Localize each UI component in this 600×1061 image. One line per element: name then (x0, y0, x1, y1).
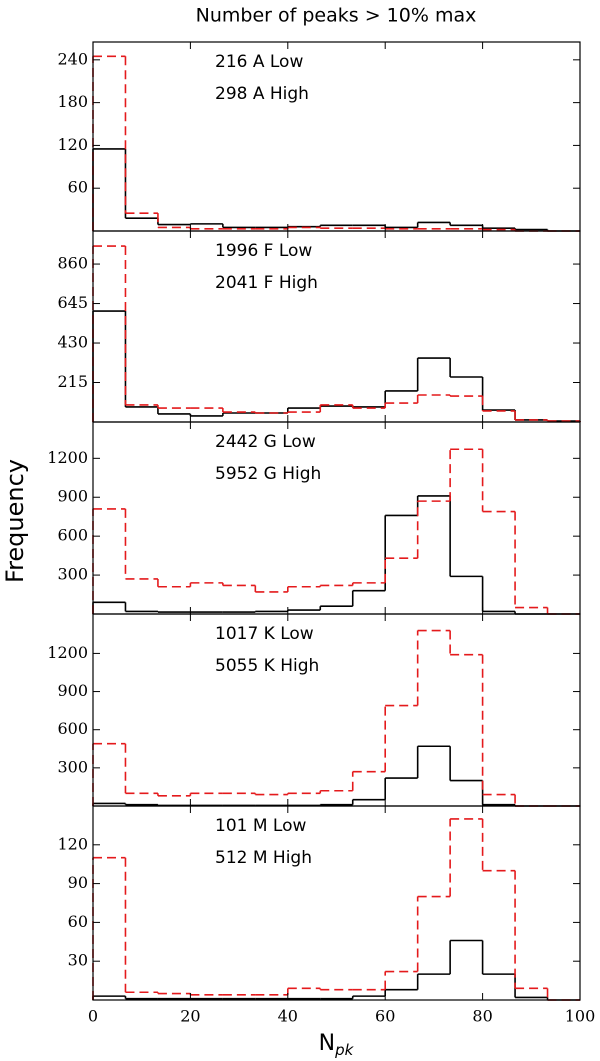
y-tick-label: 645 (57, 293, 88, 312)
panel-frame (92, 230, 581, 423)
series-label: 5952 G High (215, 464, 321, 484)
x-tick-label: 60 (375, 1007, 395, 1026)
x-axis-label-text: N (319, 1031, 335, 1056)
series-label: 1996 F Low (215, 241, 312, 261)
y-tick-label: 90 (68, 873, 88, 892)
x-tick-label: 100 (565, 1007, 596, 1026)
y-axis-label: Frequency (1, 459, 29, 583)
chart-title: Number of peaks > 10% max (196, 5, 477, 27)
y-tick-label: 600 (57, 526, 88, 545)
series-label: 512 M High (215, 848, 312, 868)
y-tick-label: 60 (68, 912, 88, 931)
y-tick-label: 60 (68, 178, 88, 197)
y-tick-label: 30 (68, 951, 88, 970)
x-axis-label-subscript: pk (334, 1041, 355, 1059)
x-tick-label: 0 (88, 1007, 98, 1026)
panel-frame (92, 613, 581, 807)
y-tick-label: 240 (57, 49, 88, 68)
series-label: 2041 F High (215, 273, 318, 293)
series-label: 298 A High (215, 84, 309, 104)
series-label: 1017 K Low (215, 624, 314, 644)
series-label: 101 M Low (215, 816, 306, 836)
y-tick-label: 860 (57, 254, 88, 273)
x-axis-label: Npk (319, 1031, 355, 1059)
x-tick-label: 80 (472, 1007, 492, 1026)
panel-frame (92, 805, 581, 1001)
y-tick-label: 215 (57, 372, 88, 391)
panel-frame (92, 41, 581, 232)
y-tick-label: 600 (57, 719, 88, 738)
y-tick-label: 180 (57, 92, 88, 111)
series-label: 216 A Low (215, 52, 303, 72)
series-label: 2442 G Low (215, 432, 316, 452)
y-tick-label: 120 (57, 135, 88, 154)
series-label: 5055 K High (215, 656, 319, 676)
x-tick-label: 40 (278, 1007, 298, 1026)
y-tick-label: 300 (57, 565, 88, 584)
y-tick-label: 300 (57, 757, 88, 776)
y-tick-label: 430 (57, 333, 88, 352)
y-tick-label: 120 (57, 834, 88, 853)
y-tick-label: 900 (57, 681, 88, 700)
y-tick-label: 900 (57, 487, 88, 506)
x-tick-label: 20 (180, 1007, 200, 1026)
y-tick-label: 1200 (47, 448, 88, 467)
y-tick-label: 1200 (47, 643, 88, 662)
